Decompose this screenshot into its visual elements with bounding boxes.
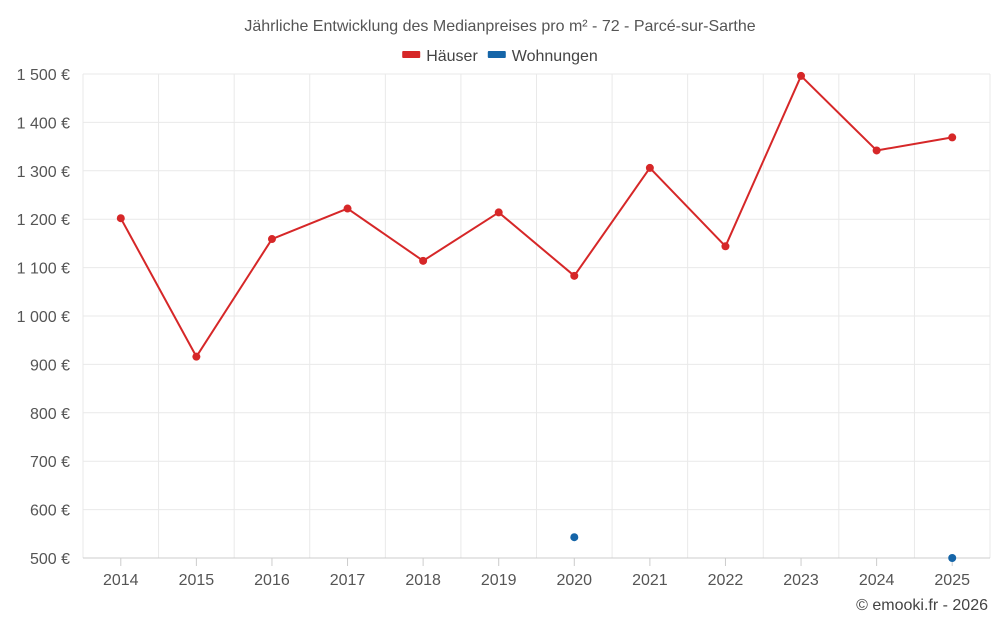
data-point[interactable] [645, 163, 654, 172]
data-point[interactable] [797, 71, 806, 80]
data-point[interactable] [419, 256, 428, 265]
y-tick-label: 600 € [30, 503, 70, 520]
data-point[interactable] [872, 146, 881, 155]
y-tick-label: 1 500 € [17, 67, 70, 84]
x-tick-label: 2016 [254, 572, 290, 589]
x-tick-label: 2014 [103, 572, 139, 589]
y-tick-label: 900 € [30, 357, 70, 374]
x-tick-label: 2023 [783, 572, 819, 589]
y-tick-label: 1 000 € [17, 309, 70, 326]
data-point[interactable] [570, 533, 579, 542]
y-tick-label: 500 € [30, 551, 70, 568]
legend-item[interactable]: Wohnungen [487, 48, 598, 65]
x-tick-label: 2018 [405, 572, 441, 589]
x-tick-label: 2015 [179, 572, 215, 589]
data-point[interactable] [721, 242, 730, 251]
y-tick-label: 1 200 € [17, 212, 70, 229]
chart-title: Jährliche Entwicklung des Medianpreises … [244, 18, 755, 35]
legend-swatch [487, 51, 506, 58]
data-point[interactable] [948, 133, 957, 142]
x-tick-label: 2019 [481, 572, 517, 589]
legend[interactable]: Häuser Wohnungen [402, 48, 598, 65]
legend-label: Häuser [426, 48, 478, 65]
series-layer [116, 71, 957, 562]
series-line [119, 74, 953, 358]
series-Wohnungen[interactable] [570, 533, 957, 562]
axes: 500 € 600 € 700 € 800 € 900 € 1 000 € 1 100 € 1… [17, 67, 990, 589]
data-point[interactable] [494, 208, 503, 217]
x-tick-label: 2021 [632, 572, 668, 589]
data-point[interactable] [948, 554, 957, 562]
data-point[interactable] [192, 352, 201, 361]
credit-text: © emooki.fr - 2026 [856, 597, 988, 614]
x-tick-label: 2022 [708, 572, 744, 589]
legend-swatch [402, 51, 421, 58]
x-tick-label: 2024 [859, 572, 895, 589]
x-tick-label: 2017 [330, 572, 366, 589]
y-tick-label: 700 € [30, 454, 70, 471]
series-Häuser[interactable] [116, 71, 957, 361]
data-point[interactable] [570, 271, 579, 280]
grid [82, 73, 991, 558]
x-tick-label: 2020 [556, 572, 592, 589]
legend-label: Wohnungen [512, 48, 598, 65]
y-tick-label: 1 400 € [17, 115, 70, 132]
data-point[interactable] [267, 235, 276, 244]
y-tick-label: 1 100 € [17, 261, 70, 278]
x-tick-label: 2025 [934, 572, 970, 589]
y-tick-label: 800 € [30, 406, 70, 423]
data-point[interactable] [116, 214, 125, 223]
data-point[interactable] [343, 204, 352, 213]
legend-item[interactable]: Häuser [402, 48, 478, 65]
y-tick-label: 1 300 € [17, 164, 70, 181]
